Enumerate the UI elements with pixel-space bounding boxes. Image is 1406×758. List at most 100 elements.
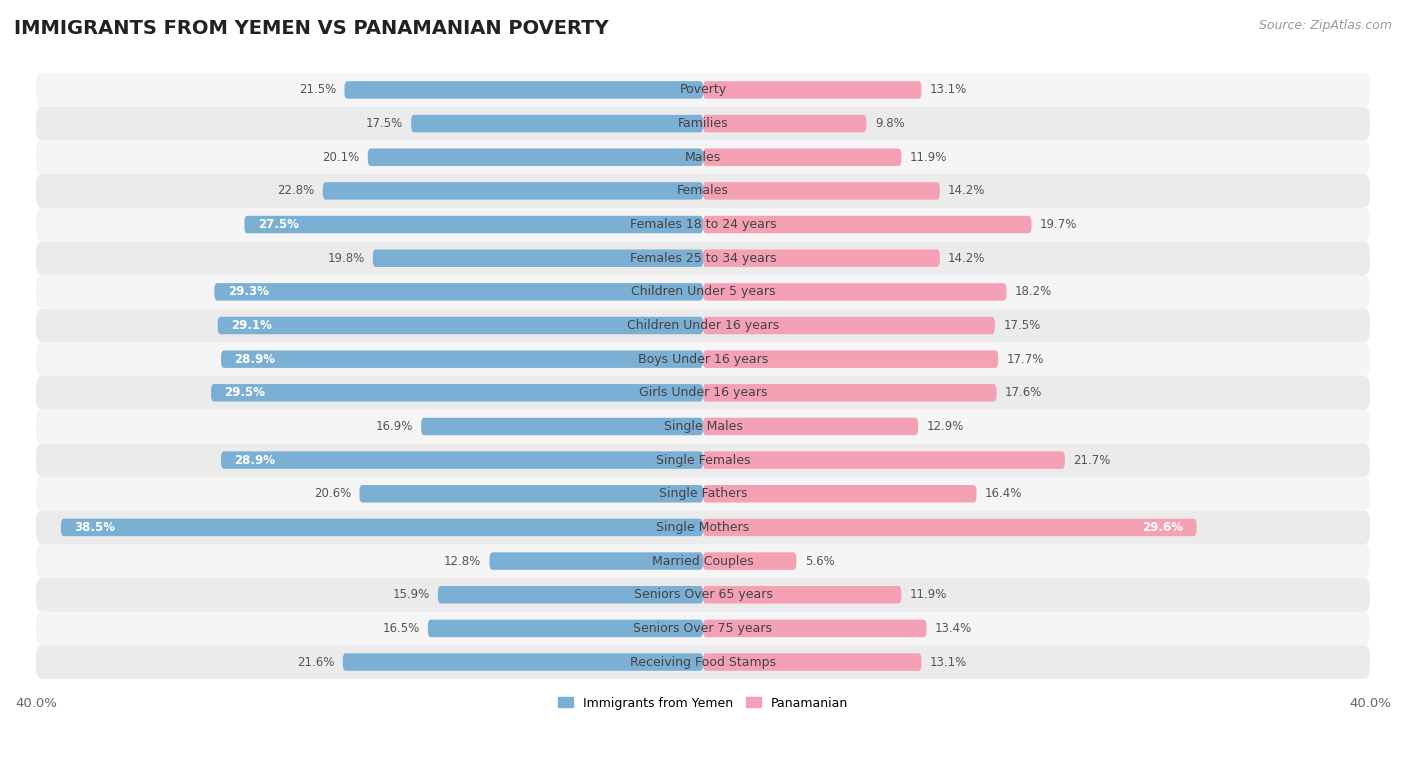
Text: 29.3%: 29.3% bbox=[228, 285, 269, 299]
FancyBboxPatch shape bbox=[422, 418, 703, 435]
FancyBboxPatch shape bbox=[703, 586, 901, 603]
FancyBboxPatch shape bbox=[703, 451, 1064, 469]
Text: 13.1%: 13.1% bbox=[929, 83, 967, 96]
FancyBboxPatch shape bbox=[489, 553, 703, 570]
FancyBboxPatch shape bbox=[344, 81, 703, 99]
Text: 22.8%: 22.8% bbox=[277, 184, 315, 197]
Text: Families: Families bbox=[678, 117, 728, 130]
FancyBboxPatch shape bbox=[245, 216, 703, 233]
FancyBboxPatch shape bbox=[323, 182, 703, 199]
FancyBboxPatch shape bbox=[37, 477, 1369, 511]
Text: 28.9%: 28.9% bbox=[235, 352, 276, 365]
FancyBboxPatch shape bbox=[703, 653, 921, 671]
Text: 17.5%: 17.5% bbox=[1002, 319, 1040, 332]
Text: 20.1%: 20.1% bbox=[322, 151, 360, 164]
Text: 21.6%: 21.6% bbox=[297, 656, 335, 669]
Text: Children Under 16 years: Children Under 16 years bbox=[627, 319, 779, 332]
FancyBboxPatch shape bbox=[37, 645, 1369, 679]
Text: 18.2%: 18.2% bbox=[1015, 285, 1052, 299]
FancyBboxPatch shape bbox=[703, 553, 796, 570]
Text: 12.8%: 12.8% bbox=[444, 555, 481, 568]
FancyBboxPatch shape bbox=[703, 216, 1032, 233]
FancyBboxPatch shape bbox=[703, 485, 977, 503]
Text: 28.9%: 28.9% bbox=[235, 453, 276, 467]
Text: Seniors Over 65 years: Seniors Over 65 years bbox=[634, 588, 772, 601]
FancyBboxPatch shape bbox=[703, 249, 939, 267]
Text: Poverty: Poverty bbox=[679, 83, 727, 96]
Text: Seniors Over 75 years: Seniors Over 75 years bbox=[634, 622, 772, 635]
Text: 14.2%: 14.2% bbox=[948, 252, 986, 265]
FancyBboxPatch shape bbox=[37, 578, 1369, 612]
FancyBboxPatch shape bbox=[703, 619, 927, 637]
Text: 16.4%: 16.4% bbox=[984, 487, 1022, 500]
Text: 38.5%: 38.5% bbox=[75, 521, 115, 534]
FancyBboxPatch shape bbox=[37, 544, 1369, 578]
FancyBboxPatch shape bbox=[37, 241, 1369, 275]
FancyBboxPatch shape bbox=[221, 451, 703, 469]
Text: 16.9%: 16.9% bbox=[375, 420, 413, 433]
Text: 11.9%: 11.9% bbox=[910, 588, 948, 601]
FancyBboxPatch shape bbox=[37, 443, 1369, 477]
Text: Receiving Food Stamps: Receiving Food Stamps bbox=[630, 656, 776, 669]
Text: 27.5%: 27.5% bbox=[257, 218, 298, 231]
Text: Females 18 to 24 years: Females 18 to 24 years bbox=[630, 218, 776, 231]
Text: 19.8%: 19.8% bbox=[328, 252, 364, 265]
Text: Boys Under 16 years: Boys Under 16 years bbox=[638, 352, 768, 365]
Text: Girls Under 16 years: Girls Under 16 years bbox=[638, 387, 768, 399]
FancyBboxPatch shape bbox=[211, 384, 703, 402]
FancyBboxPatch shape bbox=[37, 376, 1369, 409]
Legend: Immigrants from Yemen, Panamanian: Immigrants from Yemen, Panamanian bbox=[553, 691, 853, 715]
FancyBboxPatch shape bbox=[703, 283, 1007, 301]
FancyBboxPatch shape bbox=[37, 73, 1369, 107]
Text: 20.6%: 20.6% bbox=[314, 487, 352, 500]
FancyBboxPatch shape bbox=[37, 612, 1369, 645]
Text: Females: Females bbox=[678, 184, 728, 197]
Text: 14.2%: 14.2% bbox=[948, 184, 986, 197]
FancyBboxPatch shape bbox=[427, 619, 703, 637]
Text: Source: ZipAtlas.com: Source: ZipAtlas.com bbox=[1258, 19, 1392, 32]
FancyBboxPatch shape bbox=[37, 309, 1369, 343]
FancyBboxPatch shape bbox=[703, 350, 998, 368]
Text: 15.9%: 15.9% bbox=[392, 588, 429, 601]
Text: 17.5%: 17.5% bbox=[366, 117, 404, 130]
Text: 9.8%: 9.8% bbox=[875, 117, 904, 130]
Text: IMMIGRANTS FROM YEMEN VS PANAMANIAN POVERTY: IMMIGRANTS FROM YEMEN VS PANAMANIAN POVE… bbox=[14, 19, 609, 38]
FancyBboxPatch shape bbox=[218, 317, 703, 334]
FancyBboxPatch shape bbox=[37, 343, 1369, 376]
Text: Married Couples: Married Couples bbox=[652, 555, 754, 568]
FancyBboxPatch shape bbox=[360, 485, 703, 503]
FancyBboxPatch shape bbox=[37, 107, 1369, 140]
FancyBboxPatch shape bbox=[343, 653, 703, 671]
Text: Single Mothers: Single Mothers bbox=[657, 521, 749, 534]
Text: Females 25 to 34 years: Females 25 to 34 years bbox=[630, 252, 776, 265]
Text: 21.5%: 21.5% bbox=[299, 83, 336, 96]
FancyBboxPatch shape bbox=[411, 115, 703, 133]
FancyBboxPatch shape bbox=[703, 418, 918, 435]
FancyBboxPatch shape bbox=[437, 586, 703, 603]
FancyBboxPatch shape bbox=[37, 275, 1369, 309]
FancyBboxPatch shape bbox=[703, 149, 901, 166]
FancyBboxPatch shape bbox=[703, 317, 995, 334]
FancyBboxPatch shape bbox=[221, 350, 703, 368]
FancyBboxPatch shape bbox=[703, 384, 997, 402]
FancyBboxPatch shape bbox=[373, 249, 703, 267]
Text: 16.5%: 16.5% bbox=[382, 622, 419, 635]
FancyBboxPatch shape bbox=[214, 283, 703, 301]
Text: 5.6%: 5.6% bbox=[804, 555, 835, 568]
FancyBboxPatch shape bbox=[368, 149, 703, 166]
Text: Single Fathers: Single Fathers bbox=[659, 487, 747, 500]
FancyBboxPatch shape bbox=[60, 518, 703, 536]
Text: Single Males: Single Males bbox=[664, 420, 742, 433]
FancyBboxPatch shape bbox=[703, 115, 866, 133]
FancyBboxPatch shape bbox=[37, 140, 1369, 174]
FancyBboxPatch shape bbox=[37, 409, 1369, 443]
Text: 11.9%: 11.9% bbox=[910, 151, 948, 164]
Text: 13.4%: 13.4% bbox=[935, 622, 972, 635]
FancyBboxPatch shape bbox=[37, 208, 1369, 241]
Text: 29.6%: 29.6% bbox=[1142, 521, 1184, 534]
Text: 17.6%: 17.6% bbox=[1005, 387, 1042, 399]
Text: 13.1%: 13.1% bbox=[929, 656, 967, 669]
FancyBboxPatch shape bbox=[703, 518, 1197, 536]
FancyBboxPatch shape bbox=[37, 511, 1369, 544]
FancyBboxPatch shape bbox=[37, 174, 1369, 208]
